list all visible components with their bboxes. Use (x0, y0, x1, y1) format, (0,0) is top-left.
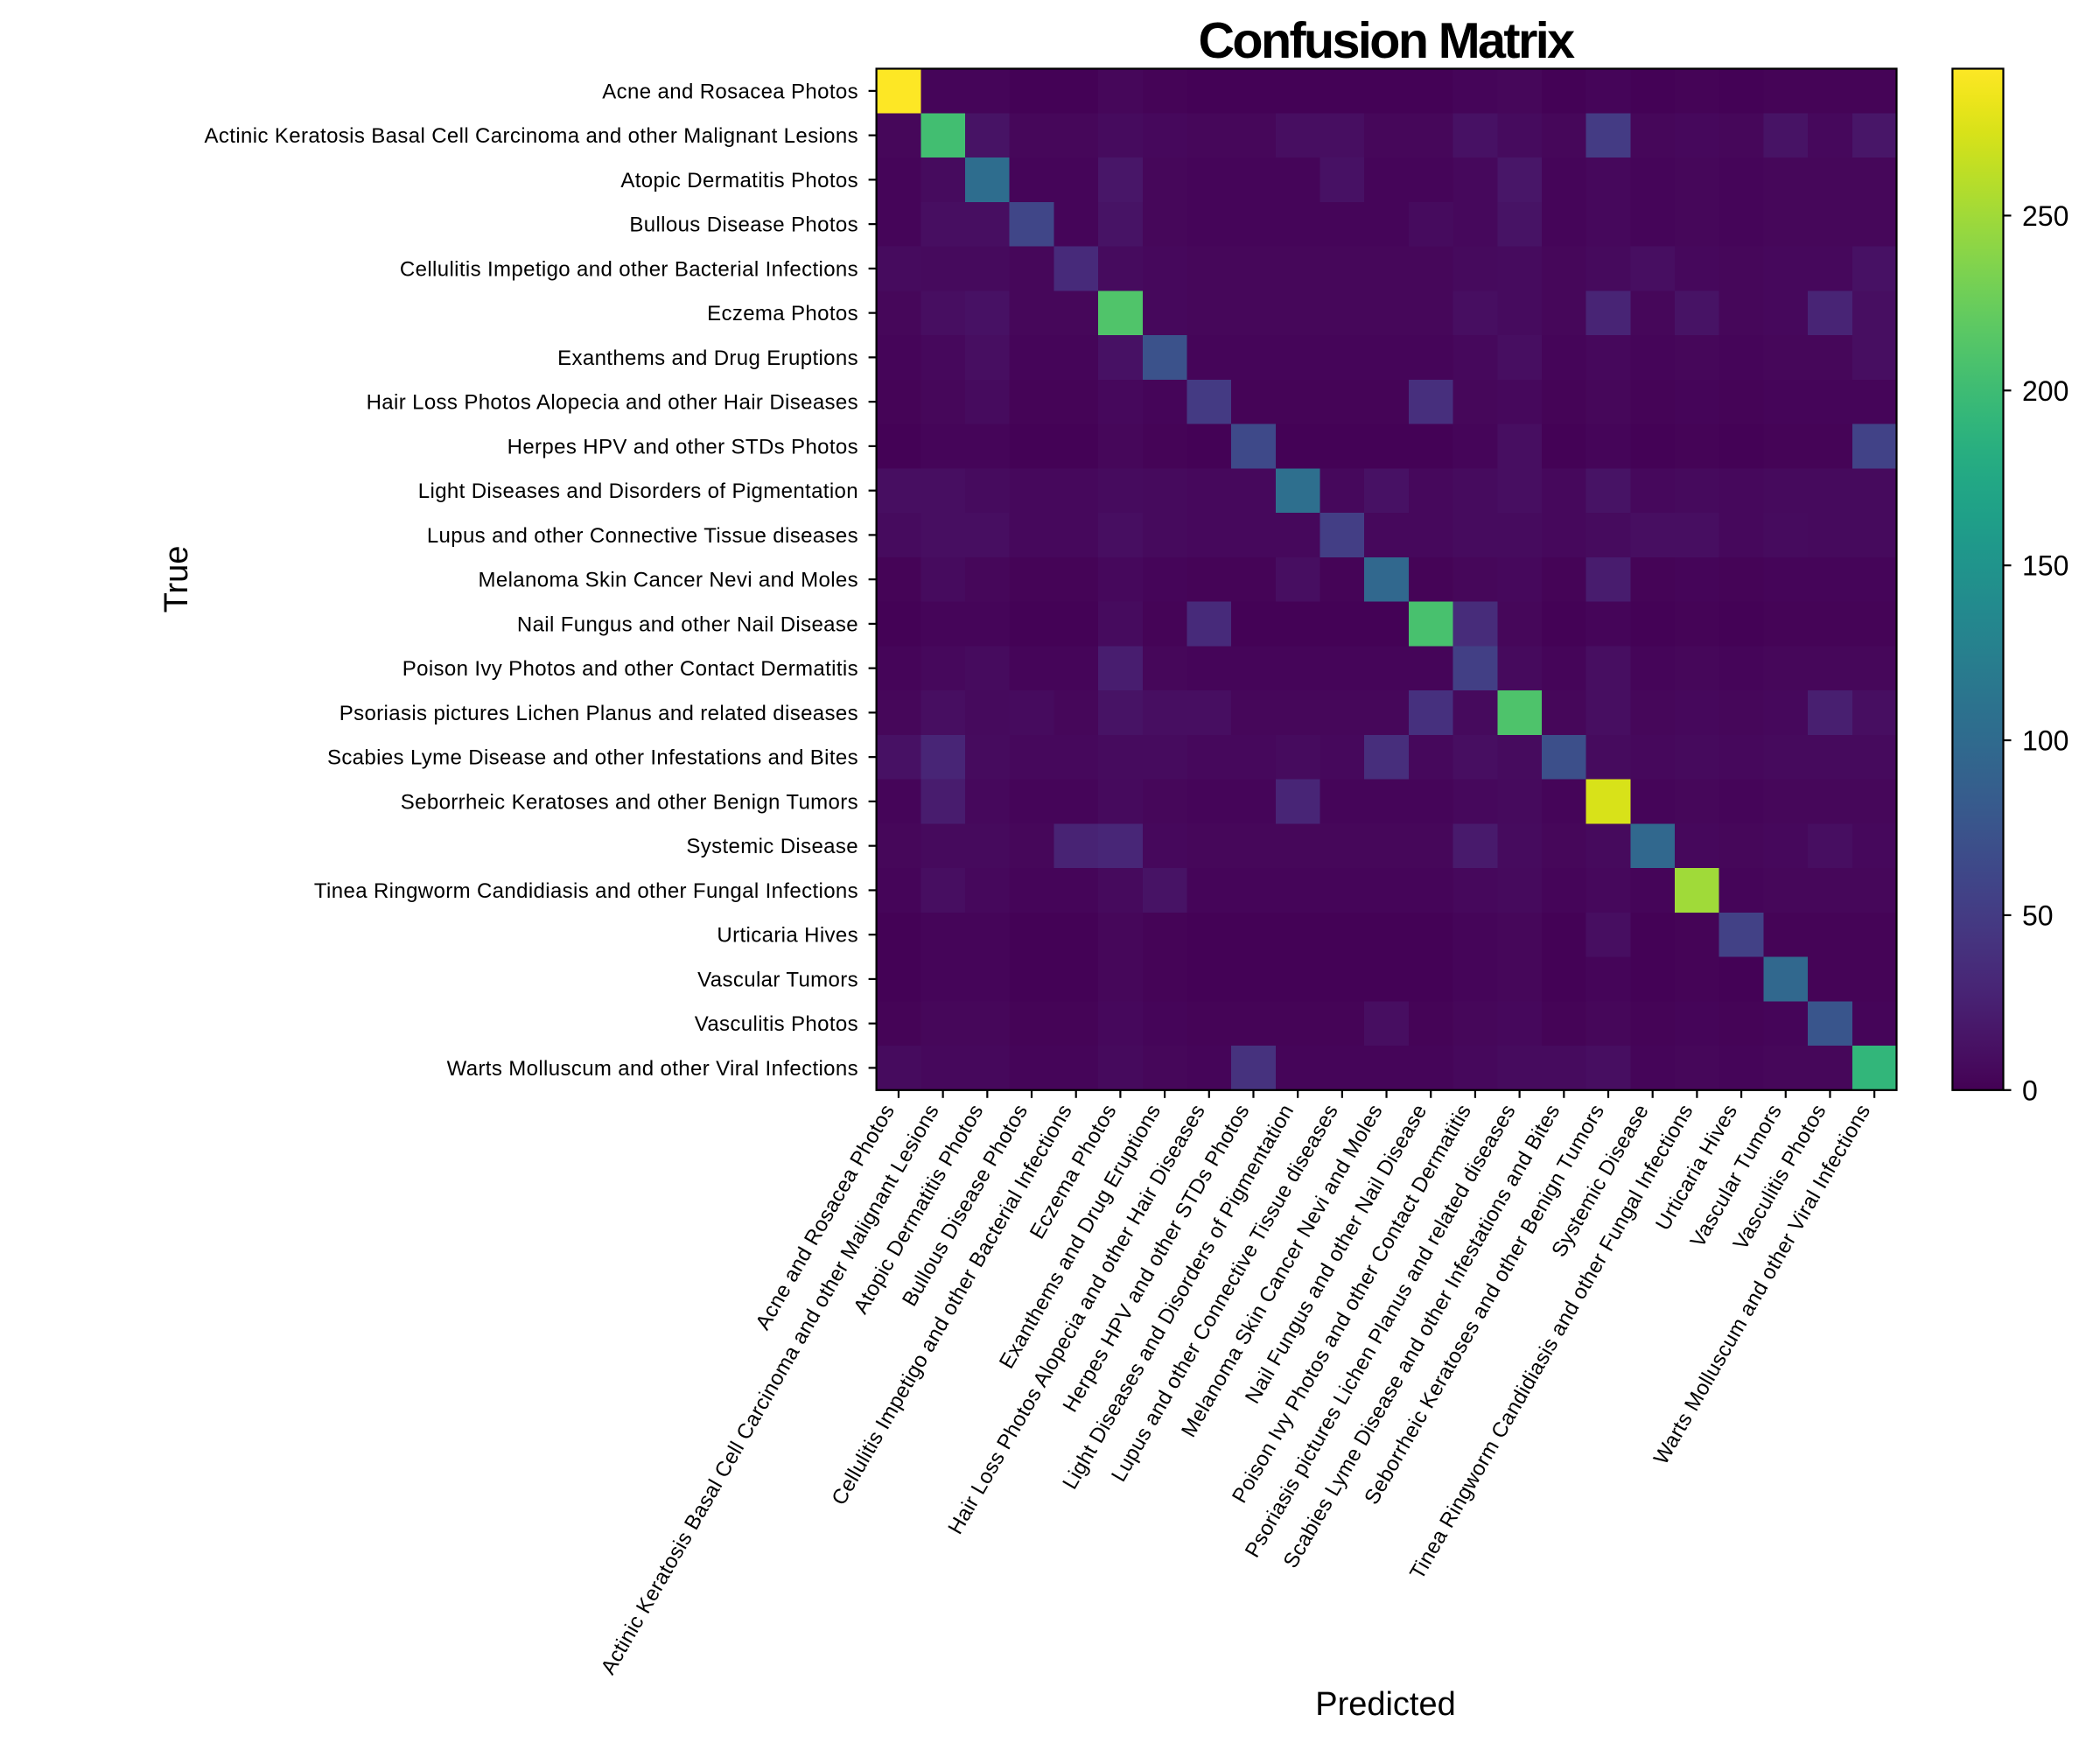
svg-text:Tinea Ringworm Candidiasis and: Tinea Ringworm Candidiasis and other Fun… (314, 879, 858, 903)
svg-text:Warts Molluscum and other Vira: Warts Molluscum and other Viral Infectio… (1649, 1101, 1876, 1469)
svg-text:Actinic Keratosis Basal Cell C: Actinic Keratosis Basal Cell Carcinoma a… (205, 124, 858, 148)
svg-text:Cellulitis Impetigo and other: Cellulitis Impetigo and other Bacterial … (400, 257, 858, 281)
svg-text:Warts Molluscum and other Vira: Warts Molluscum and other Viral Infectio… (447, 1057, 858, 1081)
svg-text:100: 100 (2022, 725, 2068, 757)
svg-text:Urticaria Hives: Urticaria Hives (717, 924, 858, 948)
svg-text:Vascular Tumors: Vascular Tumors (697, 968, 858, 991)
svg-text:Predicted: Predicted (1315, 1686, 1456, 1723)
svg-text:Nail Fungus and other Nail Dis: Nail Fungus and other Nail Disease (517, 612, 858, 636)
svg-text:Vasculitis Photos: Vasculitis Photos (695, 1012, 858, 1036)
svg-text:Systemic Disease: Systemic Disease (686, 835, 858, 858)
svg-text:Confusion Matrix: Confusion Matrix (1199, 13, 1576, 69)
svg-text:Melanoma Skin Cancer Nevi and: Melanoma Skin Cancer Nevi and Moles (479, 569, 858, 592)
svg-text:Exanthems and Drug Eruptions: Exanthems and Drug Eruptions (557, 346, 858, 370)
svg-text:Bullous Disease Photos: Bullous Disease Photos (629, 214, 858, 237)
svg-text:Poison Ivy Photos and other Co: Poison Ivy Photos and other Contact Derm… (402, 657, 858, 681)
svg-text:Lupus and other Connective Tis: Lupus and other Connective Tissue diseas… (427, 524, 858, 548)
svg-text:True: True (158, 546, 195, 613)
svg-text:Scabies Lyme Disease and other: Scabies Lyme Disease and other Infestati… (327, 746, 858, 770)
svg-text:Seborrheic Keratoses and other: Seborrheic Keratoses and other Benign Tu… (401, 790, 858, 814)
svg-text:200: 200 (2022, 375, 2068, 407)
svg-text:250: 250 (2022, 200, 2068, 232)
svg-text:Psoriasis pictures Lichen Plan: Psoriasis pictures Lichen Planus and rel… (340, 702, 858, 725)
svg-text:Eczema Photos: Eczema Photos (707, 302, 858, 326)
svg-text:150: 150 (2022, 550, 2068, 582)
svg-text:Herpes HPV and other STDs Phot: Herpes HPV and other STDs Photos (508, 435, 858, 458)
svg-text:Hair Loss Photos Alopecia and: Hair Loss Photos Alopecia and other Hair… (367, 391, 858, 415)
svg-text:Atopic Dermatitis Photos: Atopic Dermatitis Photos (620, 169, 858, 192)
svg-text:50: 50 (2022, 900, 2054, 931)
svg-text:Acne and Rosacea Photos: Acne and Rosacea Photos (602, 80, 858, 103)
svg-text:Light Diseases and Disorders o: Light Diseases and Disorders of Pigmenta… (418, 480, 858, 503)
svg-text:0: 0 (2022, 1074, 2038, 1106)
